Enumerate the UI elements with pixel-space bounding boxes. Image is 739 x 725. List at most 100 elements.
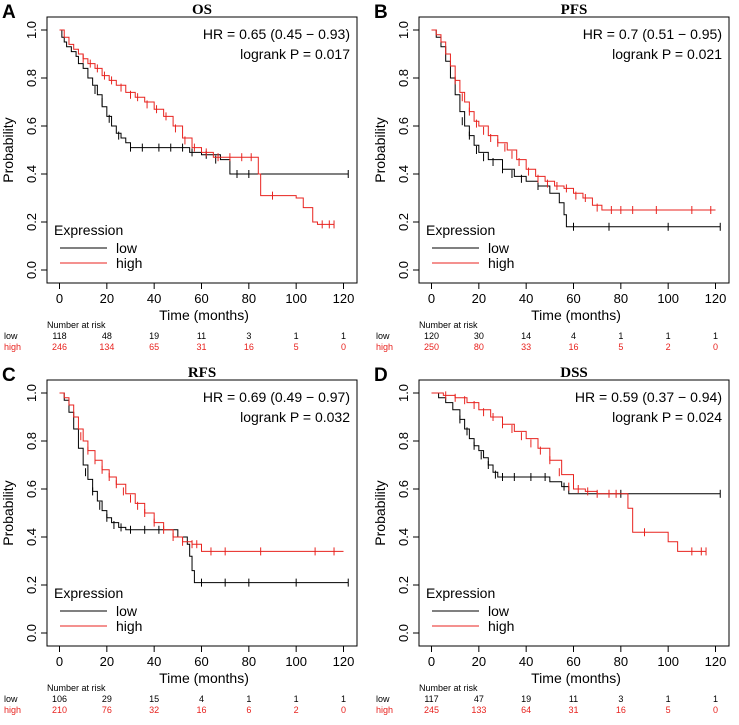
y-axis-label: Probability — [372, 117, 388, 182]
risk-count-high: 2 — [666, 342, 671, 352]
risk-count-high: 16 — [616, 705, 626, 715]
x-axis-label: Time (months) — [159, 670, 249, 686]
panel-b: B PFS HR = 0.7 (0.51 − 0.95) logrank P = 0.… — [372, 2, 730, 352]
panel-letter: D — [374, 365, 388, 386]
x-tick-label: 120 — [705, 291, 727, 306]
x-axis-label: Time (months) — [531, 670, 621, 686]
x-tick-label: 120 — [333, 654, 355, 669]
risk-count-high: 245 — [424, 705, 439, 715]
x-tick-label: 100 — [657, 654, 679, 669]
y-tick-label: 0.4 — [396, 528, 411, 546]
x-axis-label: Time (months) — [531, 307, 621, 323]
x-tick-label: 100 — [657, 291, 679, 306]
risk-table-header: Number at risk — [419, 683, 478, 693]
risk-count-low: 14 — [521, 331, 531, 341]
y-tick-label: 0.0 — [24, 624, 39, 642]
y-axis-label: Probability — [0, 480, 16, 545]
y-tick-label: 1.0 — [396, 21, 411, 39]
panel-letter: B — [374, 2, 388, 23]
legend-label-high: high — [116, 255, 142, 271]
chart-title: DSS — [560, 365, 588, 381]
risk-count-low: 1 — [341, 694, 346, 704]
risk-count-low: 1 — [246, 694, 251, 704]
risk-count-low: 47 — [474, 694, 484, 704]
legend-label-high: high — [488, 255, 514, 271]
km-curve-low — [431, 29, 721, 228]
legend-label-low: low — [488, 603, 510, 619]
y-tick-label: 0.2 — [396, 213, 411, 231]
km-curve-low — [431, 392, 721, 495]
y-tick-label: 0.4 — [24, 165, 39, 183]
chart-title: PFS — [561, 2, 588, 18]
hr-text: HR = 0.7 (0.51 − 0.95) — [583, 26, 722, 42]
risk-count-low: 3 — [246, 331, 251, 341]
y-tick-label: 0.6 — [24, 480, 39, 498]
y-tick-label: 0.2 — [396, 576, 411, 594]
chart-title: OS — [192, 2, 212, 18]
risk-count-low: 120 — [424, 331, 439, 341]
risk-count-low: 106 — [52, 694, 67, 704]
risk-count-high: 0 — [713, 705, 718, 715]
legend-title: Expression — [54, 585, 123, 601]
x-tick-label: 0 — [428, 654, 435, 669]
x-tick-label: 80 — [242, 654, 256, 669]
risk-row-label-high: high — [4, 342, 21, 352]
risk-count-low: 1 — [294, 694, 299, 704]
risk-table-header: Number at risk — [47, 683, 106, 693]
risk-count-high: 133 — [471, 705, 486, 715]
risk-row-label-low: low — [4, 331, 18, 341]
risk-count-high: 2 — [294, 705, 299, 715]
logrank-text: logrank P = 0.032 — [240, 409, 350, 425]
risk-count-high: 5 — [294, 342, 299, 352]
risk-count-high: 0 — [341, 705, 346, 715]
risk-count-high: 0 — [341, 342, 346, 352]
risk-count-low: 4 — [571, 331, 576, 341]
logrank-text: logrank P = 0.021 — [612, 46, 722, 62]
risk-count-high: 33 — [521, 342, 531, 352]
risk-count-low: 11 — [197, 331, 206, 341]
risk-count-high: 16 — [196, 705, 206, 715]
y-tick-label: 0.6 — [24, 117, 39, 135]
risk-count-high: 80 — [474, 342, 484, 352]
hr-text: HR = 0.69 (0.49 − 0.97) — [203, 389, 350, 405]
risk-count-high: 210 — [52, 705, 67, 715]
x-tick-label: 120 — [705, 654, 727, 669]
risk-row-label-high: high — [376, 342, 393, 352]
y-tick-label: 0.8 — [396, 432, 411, 450]
risk-count-low: 15 — [149, 694, 159, 704]
legend-label-low: low — [116, 603, 138, 619]
y-tick-label: 1.0 — [396, 384, 411, 402]
risk-count-high: 31 — [196, 342, 206, 352]
km-curve-low — [59, 29, 349, 175]
logrank-text: logrank P = 0.024 — [612, 409, 722, 425]
risk-count-high: 6 — [246, 705, 251, 715]
risk-count-low: 19 — [521, 694, 531, 704]
y-tick-label: 0.4 — [24, 528, 39, 546]
risk-count-high: 134 — [99, 342, 114, 352]
y-tick-label: 0.0 — [24, 261, 39, 279]
risk-count-high: 31 — [568, 705, 578, 715]
y-tick-label: 0.2 — [24, 576, 39, 594]
panel-letter: A — [2, 2, 16, 23]
panel-c: C RFS HR = 0.69 (0.49 − 0.97) logrank P = 0… — [0, 365, 358, 715]
risk-count-high: 64 — [521, 705, 531, 715]
x-tick-label: 0 — [428, 291, 435, 306]
x-tick-label: 60 — [566, 291, 580, 306]
risk-count-high: 16 — [244, 342, 254, 352]
y-tick-label: 0.8 — [396, 69, 411, 87]
risk-count-low: 1 — [713, 331, 718, 341]
y-tick-label: 0.0 — [396, 624, 411, 642]
x-tick-label: 80 — [614, 291, 628, 306]
risk-count-high: 5 — [666, 705, 671, 715]
y-tick-label: 0.8 — [24, 69, 39, 87]
x-tick-label: 60 — [566, 654, 580, 669]
risk-count-low: 1 — [294, 331, 299, 341]
risk-count-low: 118 — [52, 331, 66, 341]
x-tick-label: 40 — [147, 291, 161, 306]
x-tick-label: 20 — [100, 291, 114, 306]
legend-label-low: low — [116, 240, 138, 256]
risk-count-high: 246 — [52, 342, 67, 352]
risk-count-low: 19 — [149, 331, 159, 341]
risk-row-label-high: high — [4, 705, 21, 715]
